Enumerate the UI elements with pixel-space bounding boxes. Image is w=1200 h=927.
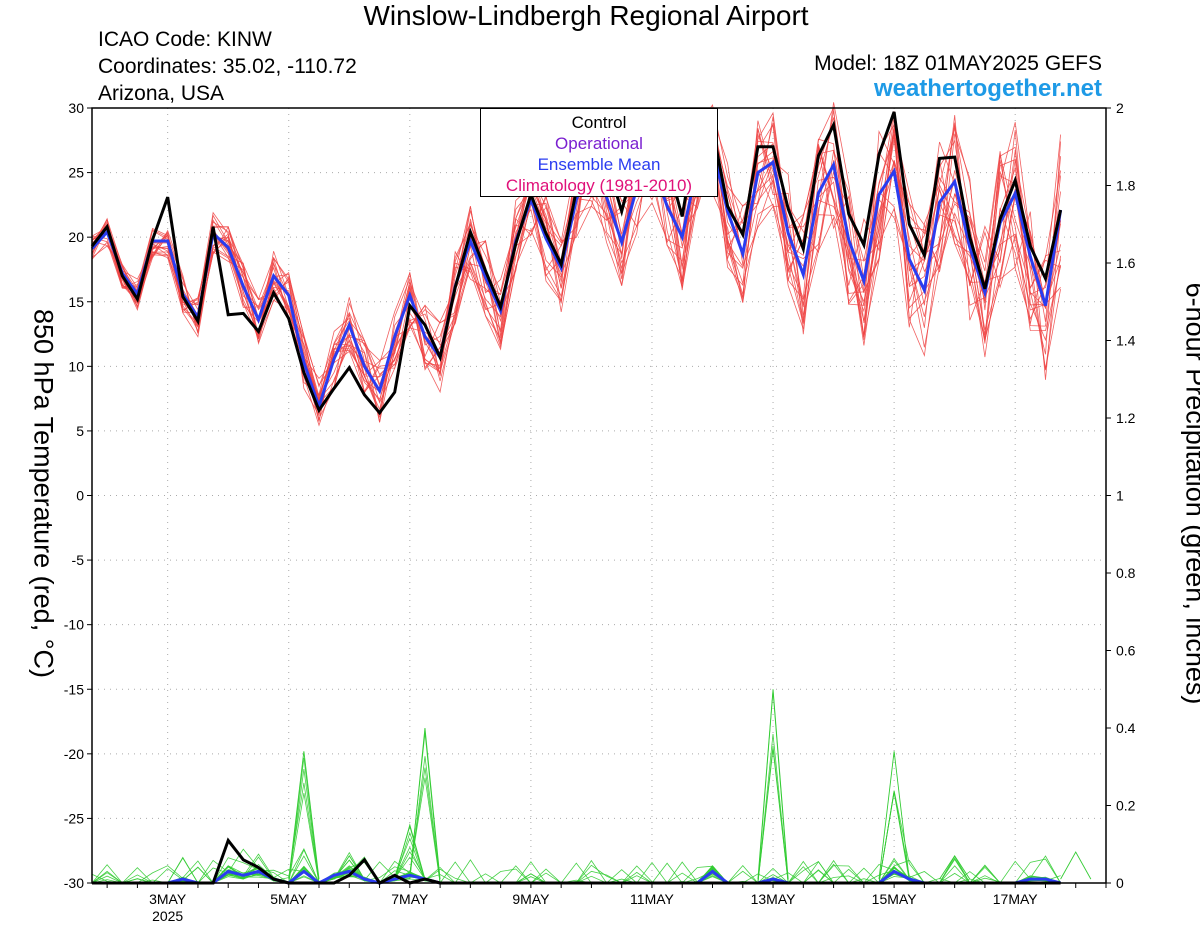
- y-tick-label-left: 15: [68, 294, 84, 310]
- temp-member-line: [91, 102, 1061, 416]
- y-tick-label-left: 20: [68, 229, 84, 245]
- precip-member-line: [92, 767, 1061, 884]
- y-tick-label-right: 0.8: [1116, 565, 1136, 581]
- y-tick-label-right: 1.8: [1116, 178, 1136, 194]
- y-tick-label-right: 0: [1116, 875, 1124, 891]
- y-tick-label-left: 0: [76, 488, 84, 504]
- y-tick-label-left: 30: [68, 100, 84, 116]
- precip-member-line: [92, 756, 1061, 884]
- x-tick-sublabel: 2025: [152, 908, 183, 924]
- y-tick-label-right: 0.4: [1116, 720, 1136, 736]
- precip-spike: [333, 855, 365, 880]
- y-tick-label-right: 1.4: [1116, 333, 1136, 349]
- precip-member-line: [91, 768, 1061, 884]
- y-tick-label-right: 0.6: [1116, 643, 1136, 659]
- legend-control: Control: [571, 113, 627, 132]
- chart-title: Winslow-Lindbergh Regional Airport: [363, 0, 809, 31]
- x-tick-label: 17MAY: [993, 891, 1039, 907]
- y-tick-label-left: -20: [64, 746, 84, 762]
- y-tick-label-right: 1.6: [1116, 255, 1136, 271]
- y-tick-label-left: -5: [72, 552, 85, 568]
- temp-member-line: [91, 121, 1061, 403]
- precip-spike: [757, 689, 789, 880]
- precip-spike: [1060, 851, 1092, 880]
- precip-spike: [394, 823, 426, 880]
- ensemble-members-precip: [91, 689, 1092, 884]
- precip-member-line: [92, 745, 1061, 884]
- precip-spike: [939, 855, 971, 880]
- x-tick-label: 13MAY: [751, 891, 797, 907]
- x-tick-label: 11MAY: [630, 891, 674, 907]
- precip-spike: [409, 727, 441, 880]
- y-tick-label-left: -10: [64, 617, 84, 633]
- grid-lines: [92, 108, 1106, 883]
- y-tick-label-right: 1: [1116, 488, 1124, 504]
- coordinates: Coordinates: 35.02, -110.72: [98, 55, 357, 78]
- legend-operational: Operational: [555, 134, 643, 153]
- y-tick-label-left: -25: [64, 810, 84, 826]
- x-tick-label: 15MAY: [872, 891, 918, 907]
- legend-climatology: Climatology (1981-2010): [505, 176, 693, 195]
- x-tick-label: 5MAY: [270, 891, 308, 907]
- precip-member-line: [92, 793, 1061, 884]
- y-tick-label-left: 25: [68, 165, 84, 181]
- y-tick-label-right: 2: [1116, 100, 1124, 116]
- legend-ensemble-mean: Ensemble Mean: [537, 155, 661, 174]
- model-run: Model: 18Z 01MAY2025 GEFS: [814, 52, 1102, 75]
- y-tick-label-left: 10: [68, 358, 84, 374]
- y-axis-right-label: 6-hour Precipitation (green, inches): [1180, 282, 1200, 705]
- y-tick-label-left: -15: [64, 681, 84, 697]
- icao-code: ICAO Code: KINW: [98, 28, 272, 51]
- plot-frame: [91, 107, 1107, 884]
- mean-temp-line: [90, 144, 1063, 412]
- region: Arizona, USA: [98, 82, 225, 105]
- y-tick-label-left: -30: [64, 875, 84, 891]
- precip-member-line: [92, 757, 1061, 884]
- y-axis-left-label: 850 hPa Temperature (red, °C): [28, 309, 59, 678]
- y-tick-label-right: 1.2: [1116, 410, 1136, 426]
- brand-link[interactable]: weathertogether.net: [873, 75, 1102, 102]
- precip-member-line: [91, 777, 1061, 884]
- x-tick-label: 7MAY: [391, 891, 429, 907]
- axes: 302520151050-5-10-15-20-25-3021.81.61.41…: [64, 100, 1136, 924]
- precip-spike: [288, 751, 320, 880]
- x-tick-label: 9MAY: [512, 891, 550, 907]
- y-tick-label-left: 5: [76, 423, 84, 439]
- y-tick-label-right: 0.2: [1116, 798, 1136, 814]
- precip-spike: [878, 751, 910, 880]
- precip-member-line: [91, 782, 1061, 884]
- legend: Control Operational Ensemble Mean Climat…: [480, 108, 718, 197]
- x-tick-label: 3MAY: [149, 891, 187, 907]
